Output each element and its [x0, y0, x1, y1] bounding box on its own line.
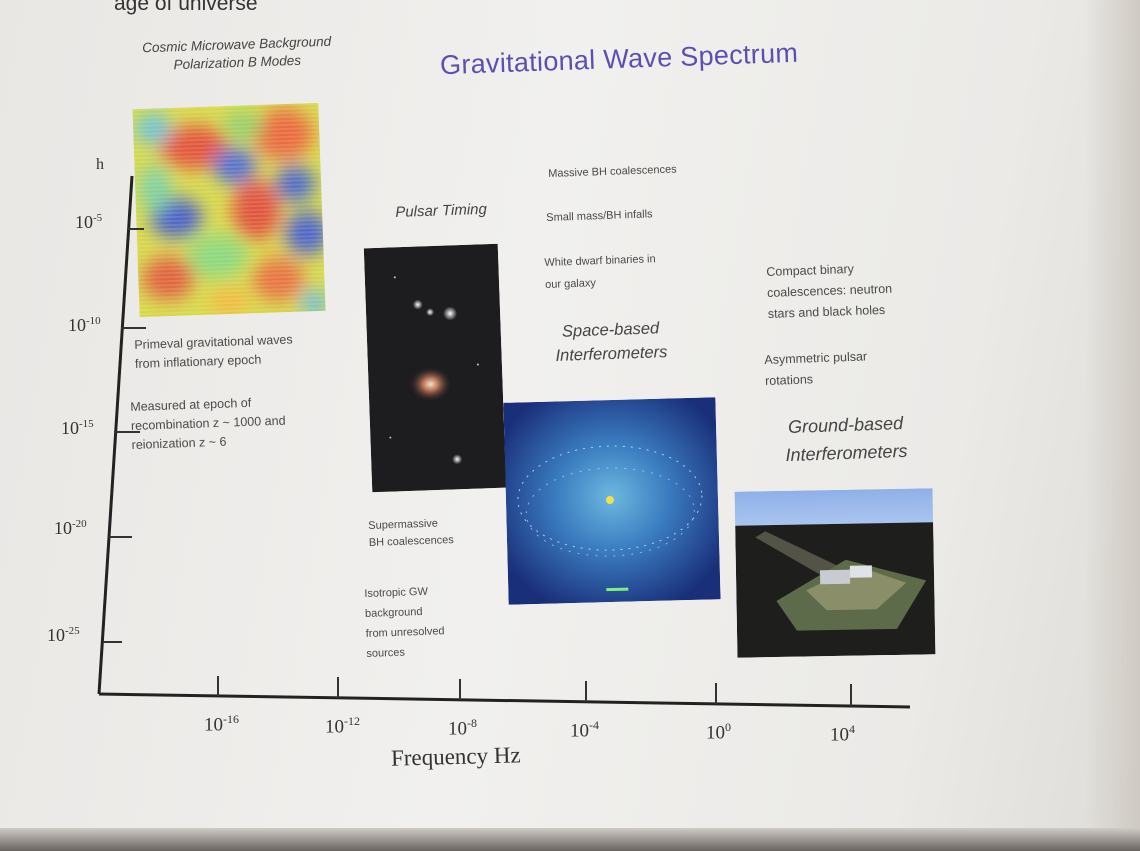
x-axis-line: [98, 692, 911, 709]
x-tick-base: 10: [448, 718, 467, 740]
x-tick-label: 100: [706, 720, 731, 744]
x-tick-exp: 4: [849, 722, 855, 736]
x-tick-base: 10: [570, 720, 589, 742]
x-tick-label: 10-16: [204, 712, 239, 736]
x-axis-label: Frequency Hz: [390, 742, 521, 771]
y-axis-line: [97, 175, 134, 695]
x-tick-exp: 0: [725, 720, 731, 734]
y-tick-exp: -5: [93, 212, 103, 224]
x-tick-label: 10-12: [325, 714, 360, 738]
y-tick-label: 10-5: [75, 212, 102, 233]
x-tick-base: 10: [706, 722, 725, 744]
ground-observatory-image: [734, 488, 936, 658]
x-tick-exp: -8: [467, 716, 477, 730]
y-tick-label: 10-10: [68, 315, 101, 336]
slide-edge-shadow: [1085, 0, 1140, 851]
x-tick-label: 10-8: [448, 716, 477, 740]
y-tick-base: 10: [68, 315, 86, 335]
y-tick-exp: -10: [86, 315, 101, 327]
y-tick-label: 10-25: [47, 625, 80, 646]
pulsar-galaxy-image: [363, 243, 507, 493]
y-tick-base: 10: [75, 212, 93, 232]
x-tick-label: 104: [830, 722, 855, 746]
x-tick-base: 10: [830, 724, 849, 746]
x-tick-base: 10: [204, 714, 223, 736]
y-tick-exp: -15: [79, 418, 94, 430]
cmb-polarization-image: [132, 102, 326, 318]
x-tick-exp: -12: [344, 714, 360, 728]
y-tick-label: 10-15: [61, 418, 94, 439]
y-tick-label: 10-20: [54, 518, 87, 539]
projector-bottom-shadow: [0, 828, 1140, 851]
y-tick-base: 10: [47, 625, 65, 645]
top-cut-text: age of universe: [114, 0, 258, 15]
y-tick-base: 10: [54, 518, 72, 538]
x-tick-base: 10: [325, 716, 344, 738]
y-tick-base: 10: [61, 418, 79, 438]
x-tick-exp: -16: [223, 712, 239, 726]
x-tick-label: 10-4: [570, 718, 599, 742]
y-tick-exp: -25: [65, 625, 80, 637]
space-interferometer-image: [503, 397, 721, 605]
y-axis-symbol: h: [96, 156, 104, 173]
y-tick-exp: -20: [72, 518, 87, 530]
x-tick-exp: -4: [589, 718, 599, 732]
